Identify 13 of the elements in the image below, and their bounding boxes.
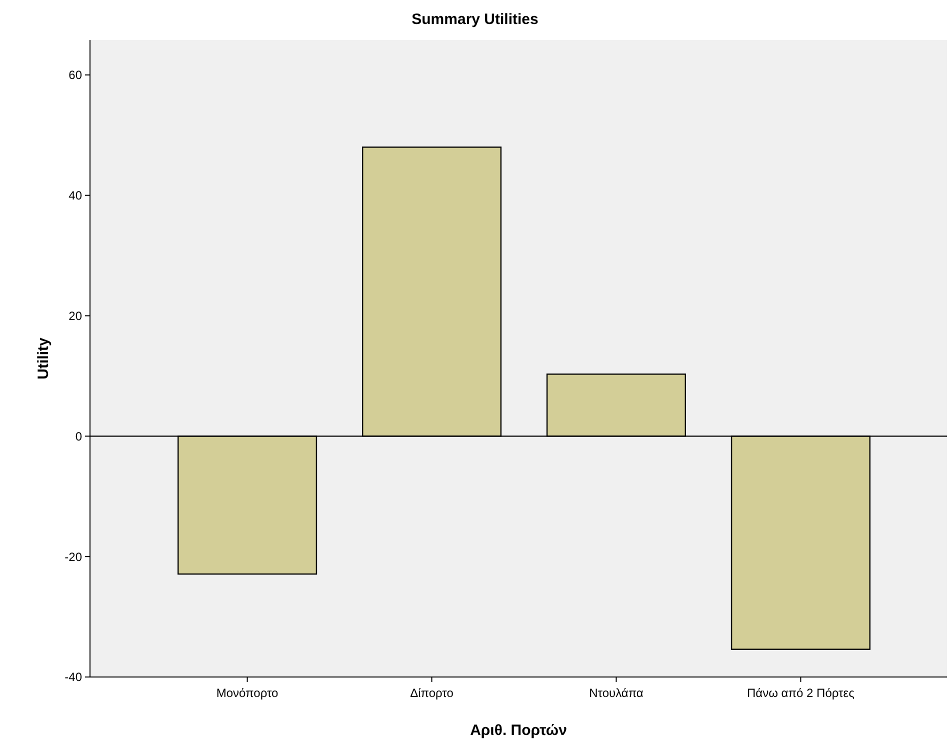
chart-title: Summary Utilities: [412, 11, 538, 28]
y-tick-label: -40: [64, 670, 82, 684]
y-axis-title: Utility: [35, 337, 52, 380]
y-tick-label: 20: [68, 308, 82, 323]
x-axis-title: Αριθ. Πορτών: [470, 722, 567, 739]
x-tick-label: Δίπορτο: [410, 686, 454, 700]
y-tick-label: -20: [64, 550, 82, 564]
y-tick-label: 60: [68, 68, 82, 82]
x-tick-label: Ντουλάπα: [589, 686, 644, 700]
y-tick-label: 40: [68, 188, 82, 203]
x-tick-label: Πάνω από 2 Πόρτες: [746, 686, 855, 700]
x-tick-label: Μονόπορτο: [216, 686, 279, 700]
y-tick-label: 0: [75, 429, 82, 444]
